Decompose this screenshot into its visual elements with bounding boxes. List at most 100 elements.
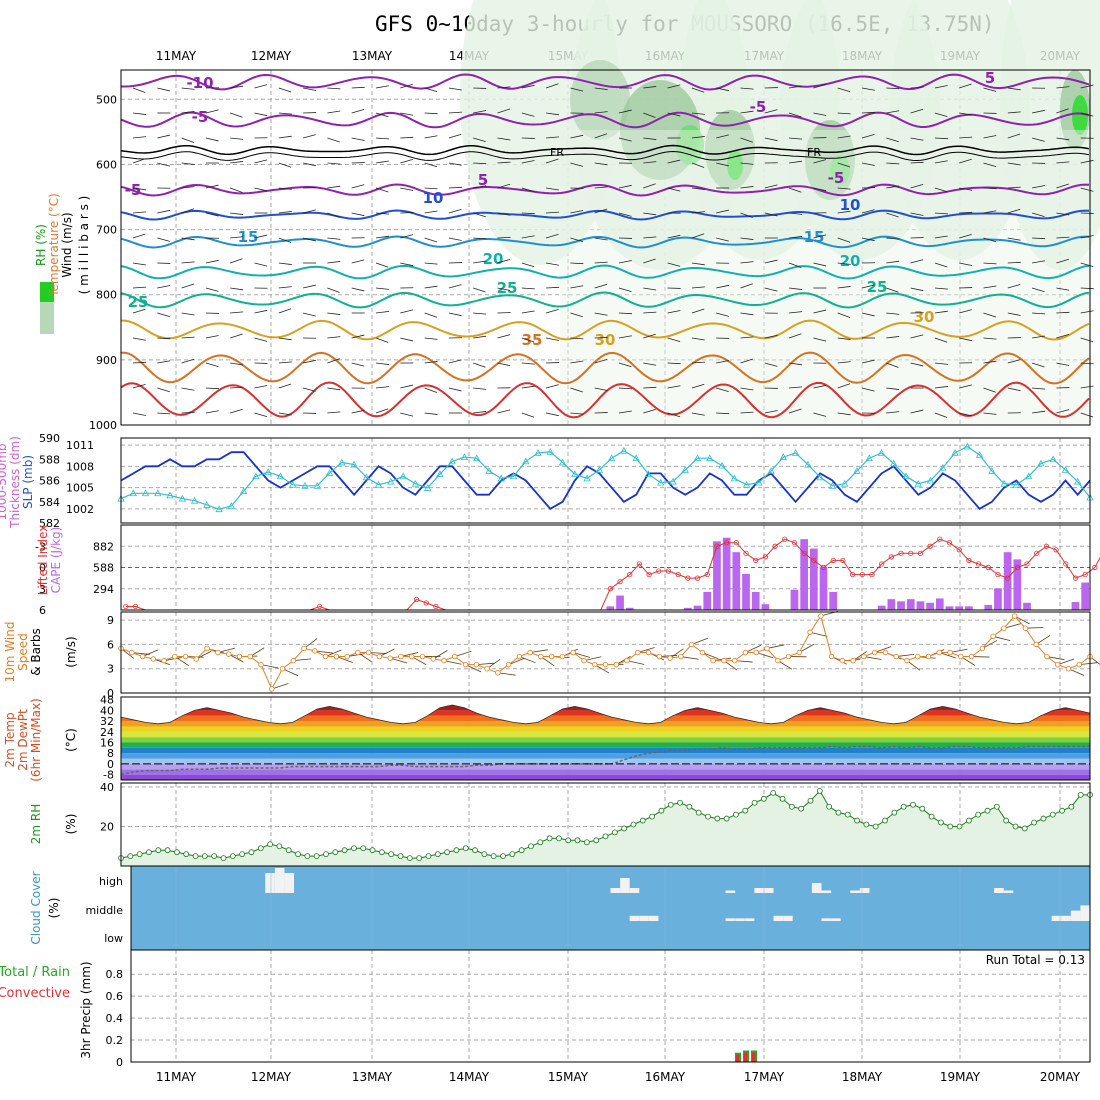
wind-speed-point — [613, 661, 619, 668]
wind-barb — [1056, 183, 1069, 189]
wind-barb — [813, 187, 827, 192]
wind-speed-point — [570, 649, 576, 656]
wind-barb — [1031, 287, 1045, 293]
lifted-index-point — [1005, 575, 1011, 581]
wind-speed-point — [376, 653, 383, 660]
rh-point — [947, 823, 954, 830]
wind-barb — [497, 259, 511, 264]
wind-barb — [1080, 412, 1094, 418]
wind-barb — [375, 287, 389, 290]
thickness-point — [178, 494, 187, 502]
thickness-point — [313, 481, 321, 489]
wind-barb — [740, 87, 754, 90]
surface-wind-barb — [433, 650, 448, 660]
wind-barb — [789, 362, 803, 366]
temp-contour-25 — [120, 291, 1090, 309]
wind-speed-point — [365, 649, 372, 656]
wind-barb — [740, 137, 753, 143]
wind-barb — [570, 87, 584, 92]
wind-barb — [934, 112, 948, 117]
wind-speed-point — [452, 653, 458, 660]
temp-band-8 — [121, 731, 1090, 738]
wind-barb — [861, 312, 875, 317]
wind-barb — [959, 83, 972, 89]
wind-barb — [473, 312, 487, 315]
wind-barb — [813, 384, 827, 389]
wind-barb — [1056, 108, 1069, 114]
surface-wind-barb — [249, 647, 265, 657]
wind-barb — [643, 386, 657, 389]
rh-point — [760, 795, 767, 802]
wind-barb — [400, 136, 414, 139]
lifted-index-point — [801, 550, 807, 556]
wind-speed-point — [915, 653, 921, 660]
cape-bar — [1023, 602, 1031, 610]
wind-barb — [570, 360, 584, 364]
wind-speed-point — [732, 657, 738, 664]
wind-speed-point — [1001, 625, 1007, 631]
thickness-point — [939, 463, 947, 471]
surface-wind-barb — [896, 653, 915, 657]
wind-barb — [594, 387, 608, 391]
wind-speed-point — [893, 653, 899, 660]
thickness-point — [595, 466, 604, 473]
rh-point — [751, 799, 758, 806]
wind-barb — [716, 162, 729, 167]
rh-point — [723, 815, 730, 822]
wind-barb — [424, 337, 438, 340]
wind-barb — [837, 162, 851, 168]
rh-point — [565, 837, 572, 844]
rh-point — [351, 845, 357, 852]
cape-right-tick-2: 294 — [93, 583, 114, 596]
temp-axis-label-0: 2m Temp — [3, 712, 17, 767]
temp-band-4 — [121, 753, 1090, 759]
wind-speed-point — [796, 649, 802, 656]
thickness-point — [141, 489, 150, 497]
wind-speed-point — [344, 653, 350, 660]
temp-band-11 — [121, 715, 1090, 722]
wind-speed-point — [129, 649, 135, 656]
wind-speed-point — [979, 645, 986, 652]
surface-wind-barb — [949, 648, 968, 653]
surface-wind-barb — [960, 656, 976, 666]
thickness-point — [718, 461, 726, 469]
temp-tick-3: 24 — [100, 726, 114, 739]
rh-point — [378, 849, 385, 856]
wind-barb — [983, 262, 997, 265]
rh-shade-13 — [830, 155, 850, 185]
wind-barb — [521, 84, 535, 89]
temp-contour-label-10: 35 — [522, 331, 543, 349]
wind-barb — [1032, 410, 1046, 414]
cape-axis-label-1: CAPE (J/kg) — [49, 527, 63, 594]
surface-wind-barb — [357, 652, 372, 663]
cloud-middle-bar — [783, 915, 793, 921]
wind-speed-point — [538, 653, 544, 660]
lifted-index-point — [733, 540, 739, 546]
temp-contour-label-12: 10 — [840, 196, 861, 214]
wind-speed-point — [592, 661, 598, 668]
wind-barb — [789, 311, 803, 314]
rh-point — [518, 847, 525, 854]
wind-barb — [546, 262, 559, 266]
wind-speed-point — [139, 653, 146, 660]
wind-barb — [303, 209, 316, 214]
wind-barb — [910, 184, 924, 189]
wind-barb — [521, 287, 535, 290]
rh-point — [500, 853, 506, 860]
wind-barb — [521, 112, 535, 117]
surface-wind-barb — [777, 660, 793, 670]
temp-tick-5: 8 — [107, 747, 114, 760]
surface-wind-barb — [1014, 615, 1030, 625]
wind-speed-point — [516, 653, 523, 660]
wind-speed-point — [581, 657, 587, 664]
cape-bar — [897, 601, 905, 610]
wind-barb — [278, 211, 292, 214]
rh-point — [388, 851, 395, 858]
wind-barb — [400, 309, 414, 314]
wind-barb — [230, 137, 244, 140]
surface-wind-barb — [626, 660, 645, 665]
rh-point — [220, 855, 227, 861]
cape-bar — [819, 566, 828, 610]
wind-barb — [473, 287, 486, 293]
wind-barb — [546, 112, 560, 116]
